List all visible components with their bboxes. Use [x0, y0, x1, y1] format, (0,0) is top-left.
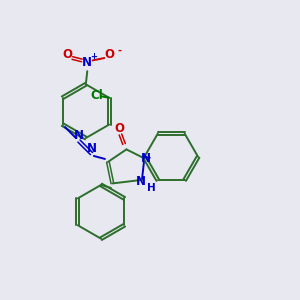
Text: O: O	[114, 122, 124, 135]
Text: H: H	[146, 183, 155, 193]
Text: -: -	[117, 46, 121, 56]
Text: Cl: Cl	[90, 89, 103, 102]
Text: O: O	[105, 48, 115, 61]
Text: N: N	[136, 175, 146, 188]
Text: O: O	[62, 48, 72, 61]
Text: +: +	[90, 52, 98, 61]
Text: N: N	[87, 142, 97, 155]
Text: N: N	[74, 129, 84, 142]
Text: N: N	[82, 56, 92, 69]
Text: N: N	[140, 152, 151, 166]
